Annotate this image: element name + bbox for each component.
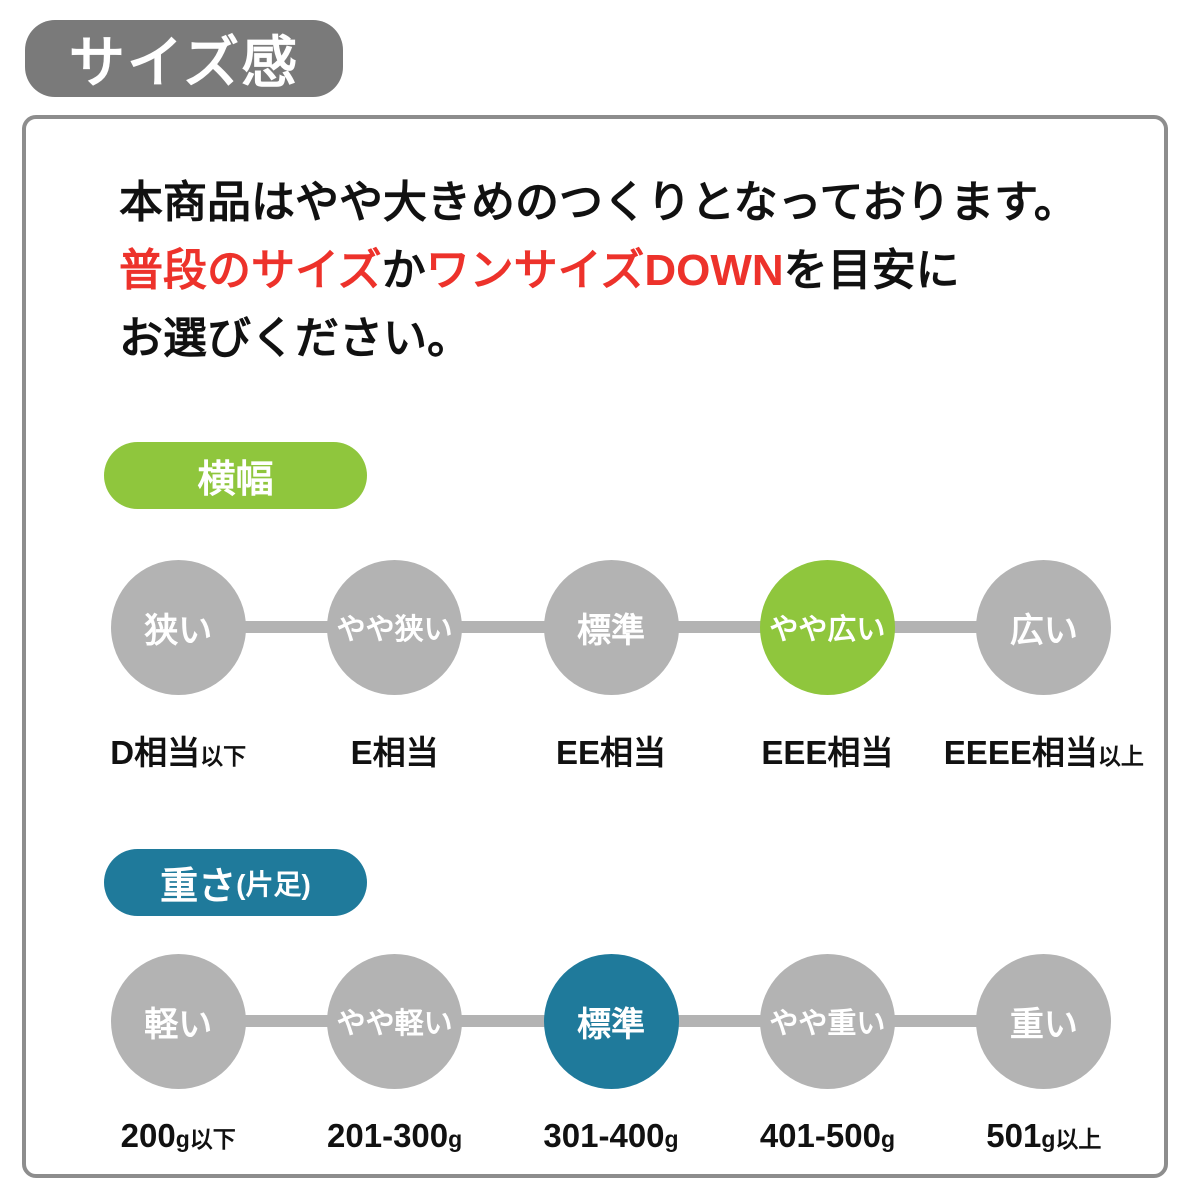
page-title-label: サイズ感 <box>68 31 300 94</box>
width-circle-standard-label: 標準 <box>577 611 646 650</box>
weight-label-401-500g: 401-500g <box>719 1117 935 1155</box>
weight-badge-sublabel: (片足) <box>236 868 311 900</box>
weight-circle-heavy: 重い <box>976 953 1112 1089</box>
weight-label-over-501g: 501g以上 <box>936 1117 1152 1155</box>
width-label-d: D相当以下 <box>70 726 286 774</box>
weight-circle-standard-label: 標準 <box>577 1005 646 1044</box>
weight-label-under-200g-suffix: g以下 <box>175 1126 236 1152</box>
weight-scale-item-light: 軽い <box>70 951 286 1091</box>
width-label-e-main: E相当 <box>350 734 439 771</box>
width-scale-item-wide: 広い <box>936 557 1152 697</box>
weight-label-301-400g-suffix: g <box>664 1126 679 1152</box>
page-title: サイズ感 <box>25 20 343 97</box>
width-scale-item-slightly-wide: やや広い <box>719 557 935 697</box>
weight-label-301-400g: 301-400g <box>503 1117 719 1155</box>
weight-circle-slightly-light: やや軽い <box>327 953 463 1089</box>
weight-label-201-300g-suffix: g <box>448 1126 463 1152</box>
size-guide-panel: 本商品はやや大きめのつくりとなっております。 普段のサイズかワンサイズDOWNを… <box>22 115 1168 1178</box>
width-label-eeee: EEEE相当以上 <box>936 726 1152 774</box>
width-circle-slightly-narrow: やや狭い <box>327 559 463 695</box>
weight-scale-item-heavy: 重い <box>936 951 1152 1091</box>
weight-label-under-200g-main: 200 <box>120 1117 176 1154</box>
width-circle-slightly-wide: やや広い <box>759 559 895 695</box>
weight-scale: 軽い やや軽い 標準 やや重い 重い <box>70 951 1152 1091</box>
width-scale: 狭い やや狭い 標準 やや広い 広い <box>70 557 1152 697</box>
weight-circle-heavy-label: 重い <box>1009 1005 1078 1044</box>
weight-scale-item-slightly-light: やや軽い <box>286 951 502 1091</box>
width-label-d-main: D相当 <box>110 734 201 771</box>
width-circle-wide-label: 広い <box>1009 611 1078 650</box>
intro-line-3: お選びください。 <box>119 314 471 363</box>
width-circle-standard: 標準 <box>543 559 679 695</box>
width-label-ee: EE相当 <box>503 726 719 774</box>
weight-label-over-501g-main: 501 <box>986 1117 1042 1154</box>
intro-connector-text: か <box>381 246 426 295</box>
intro-line-1: 本商品はやや大きめのつくりとなっております。 <box>119 178 1078 227</box>
width-circle-narrow-label: 狭い <box>144 611 213 650</box>
weight-scale-item-slightly-heavy: やや重い <box>719 951 935 1091</box>
intro-highlight-one-size-down: ワンサイズDOWN <box>425 246 784 295</box>
width-label-eeee-main: EEEE相当 <box>943 734 1098 771</box>
intro-tail-text: を目安に <box>783 246 960 295</box>
width-badge: 横幅 <box>104 442 367 509</box>
width-scale-item-narrow: 狭い <box>70 557 286 697</box>
width-label-d-suffix: 以下 <box>200 743 247 769</box>
weight-label-under-200g: 200g以下 <box>70 1117 286 1155</box>
weight-circle-slightly-heavy-label: やや重い <box>769 1008 886 1040</box>
width-label-ee-main: EE相当 <box>556 734 667 771</box>
weight-label-301-400g-main: 301-400 <box>543 1117 665 1154</box>
weight-circle-slightly-heavy: やや重い <box>759 953 895 1089</box>
weight-scale-labels: 200g以下 201-300g 301-400g 401-500g 501g以上 <box>70 1117 1152 1155</box>
weight-label-201-300g: 201-300g <box>286 1117 502 1155</box>
weight-circle-slightly-light-label: やや軽い <box>336 1008 453 1040</box>
weight-badge: 重さ (片足) <box>104 849 367 916</box>
width-scale-labels: D相当以下 E相当 EE相当 EEE相当 EEEE相当以上 <box>70 726 1152 774</box>
weight-label-201-300g-main: 201-300 <box>327 1117 449 1154</box>
weight-circle-light: 軽い <box>110 953 246 1089</box>
width-scale-item-standard: 標準 <box>503 557 719 697</box>
weight-label-over-501g-suffix: g以上 <box>1041 1126 1102 1152</box>
width-scale-item-slightly-narrow: やや狭い <box>286 557 502 697</box>
width-label-e: E相当 <box>286 726 502 774</box>
width-circle-slightly-narrow-label: やや狭い <box>336 614 453 646</box>
weight-label-401-500g-suffix: g <box>880 1126 895 1152</box>
intro-text: 本商品はやや大きめのつくりとなっております。 普段のサイズかワンサイズDOWNを… <box>119 169 1078 373</box>
width-circle-slightly-wide-label: やや広い <box>769 614 886 646</box>
width-badge-label: 横幅 <box>197 459 274 501</box>
weight-circle-light-label: 軽い <box>144 1005 213 1044</box>
weight-scale-item-standard: 標準 <box>503 951 719 1091</box>
weight-badge-label: 重さ <box>160 866 237 908</box>
weight-label-401-500g-main: 401-500 <box>759 1117 881 1154</box>
width-circle-wide: 広い <box>976 559 1112 695</box>
width-label-eee: EEE相当 <box>719 726 935 774</box>
intro-line-2: 普段のサイズかワンサイズDOWNを目安に <box>119 237 1078 305</box>
weight-circle-standard: 標準 <box>543 953 679 1089</box>
width-circle-narrow: 狭い <box>110 559 246 695</box>
width-label-eee-main: EEE相当 <box>761 734 894 771</box>
width-label-eeee-suffix: 以上 <box>1097 743 1144 769</box>
intro-highlight-usual-size: 普段のサイズ <box>119 246 382 295</box>
